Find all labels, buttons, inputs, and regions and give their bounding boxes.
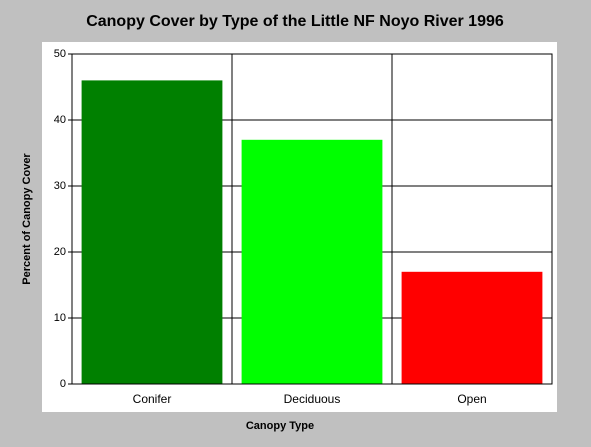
x-tick-label: Open [457,392,486,406]
bar [401,271,543,384]
y-tick-label: 0 [60,378,66,390]
y-tick-label: 20 [54,246,66,258]
x-tick-label: Conifer [133,392,172,406]
y-tick-label: 30 [54,180,66,192]
y-axis-label: Percent of Canopy Cover [21,153,33,285]
x-tick-label: Deciduous [284,392,341,406]
x-axis-label: Canopy Type [246,420,314,432]
bar [81,80,223,385]
y-tick-label: 40 [54,114,66,126]
y-tick-label: 10 [54,312,66,324]
bar [241,139,383,384]
plot-border [71,53,553,385]
chart-title: Canopy Cover by Type of the Little NF No… [86,13,504,30]
y-tick-label: 50 [54,48,66,60]
